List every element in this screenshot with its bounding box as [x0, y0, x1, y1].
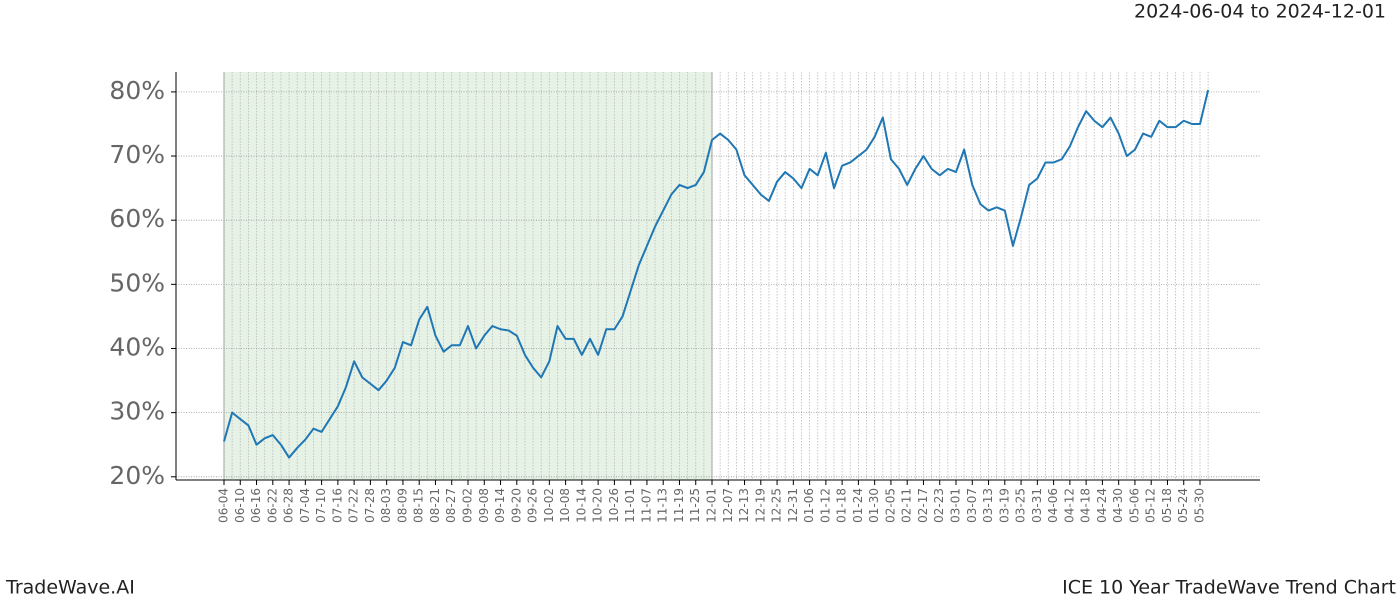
x-tick-label: 09-20	[509, 488, 523, 523]
x-tick-label: 10-20	[591, 488, 605, 523]
x-tick-label: 11-25	[688, 488, 702, 523]
chart-title: ICE 10 Year TradeWave Trend Chart	[1062, 577, 1396, 599]
x-tick-label: 06-10	[233, 488, 247, 523]
x-tick-label: 12-19	[753, 488, 767, 523]
x-tick-label: 02-11	[900, 488, 914, 523]
x-tick-label: 05-24	[1176, 488, 1190, 523]
x-tick-label: 10-26	[607, 488, 621, 523]
y-tick-label: 60%	[109, 204, 165, 233]
x-tick-label: 05-30	[1193, 488, 1207, 523]
x-tick-label: 07-22	[347, 488, 361, 523]
x-tick-label: 07-10	[314, 488, 328, 523]
x-tick-label: 09-26	[526, 488, 540, 523]
x-tick-label: 10-14	[574, 488, 588, 523]
x-tick-label: 07-16	[330, 488, 344, 523]
x-tick-label: 11-07	[639, 488, 653, 523]
x-tick-label: 06-22	[265, 488, 279, 523]
x-tick-label: 02-17	[916, 488, 930, 523]
x-tick-label: 09-02	[461, 488, 475, 523]
x-tick-label: 08-03	[379, 488, 393, 523]
x-tick-label: 03-01	[949, 488, 963, 523]
x-tick-label: 10-02	[542, 488, 556, 523]
chart-source: TradeWave.AI	[5, 577, 135, 599]
y-tick-label: 70%	[109, 140, 165, 169]
x-tick-label: 04-12	[1062, 488, 1076, 523]
y-tick-label: 40%	[109, 332, 165, 361]
x-tick-label: 01-30	[867, 488, 881, 523]
x-tick-label: 08-21	[428, 488, 442, 523]
x-tick-label: 03-31	[1030, 488, 1044, 523]
x-tick-label: 05-18	[1160, 488, 1174, 523]
x-tick-label: 01-12	[818, 488, 832, 523]
x-tick-label: 06-04	[217, 488, 231, 523]
x-tick-label: 11-13	[656, 488, 670, 523]
plot-area: 20%30%40%50%60%70%80%06-04 06-10 06-16 06-2…	[109, 72, 1260, 523]
x-tick-label: 12-25	[770, 488, 784, 523]
x-tick-label: 03-13	[981, 488, 995, 523]
x-tick-label: 07-28	[363, 488, 377, 523]
x-tick-label: 12-13	[737, 488, 751, 523]
x-tick-label: 05-12	[1144, 488, 1158, 523]
y-tick-label: 20%	[109, 461, 165, 490]
x-tick-label: 01-24	[851, 488, 865, 523]
x-tick-label: 12-01	[705, 488, 719, 523]
x-tick-label: 04-18	[1079, 488, 1093, 523]
x-tick-label: 02-05	[883, 488, 897, 523]
x-tick-label: 08-09	[395, 488, 409, 523]
x-tick-label: 01-06	[802, 488, 816, 523]
x-tick-label: 06-28	[282, 488, 296, 523]
x-tick-label: 10-08	[558, 488, 572, 523]
x-tick-label: 03-07	[965, 488, 979, 523]
x-tick-label: 11-19	[672, 488, 686, 523]
x-tick-label: 03-25	[1014, 488, 1028, 523]
y-tick-label: 80%	[109, 76, 165, 105]
x-tick-label: 08-27	[444, 488, 458, 523]
x-tick-label: 12-31	[786, 488, 800, 523]
x-tick-label: 09-08	[477, 488, 491, 523]
data-line	[223, 89, 1210, 459]
x-tick-label: 04-30	[1111, 488, 1125, 523]
x-tick-label: 02-23	[932, 488, 946, 523]
x-tick-label: 01-18	[835, 488, 849, 523]
x-tick-label: 12-07	[721, 488, 735, 523]
chart-subtitle: 2024-06-04 to 2024-12-01	[1134, 1, 1386, 23]
x-tick-label: 04-06	[1046, 488, 1060, 523]
x-tick-label: 06-16	[249, 488, 263, 523]
x-tick-label: 11-01	[623, 488, 637, 523]
x-tick-label: 03-19	[997, 488, 1011, 523]
x-tick-label: 08-15	[412, 488, 426, 523]
x-tick-label: 04-24	[1095, 488, 1109, 523]
y-tick-label: 50%	[109, 268, 165, 297]
x-tick-label: 05-06	[1127, 488, 1141, 523]
x-tick-label: 07-04	[298, 488, 312, 523]
x-tick-label: 09-14	[493, 488, 507, 523]
y-tick-label: 30%	[109, 397, 165, 426]
